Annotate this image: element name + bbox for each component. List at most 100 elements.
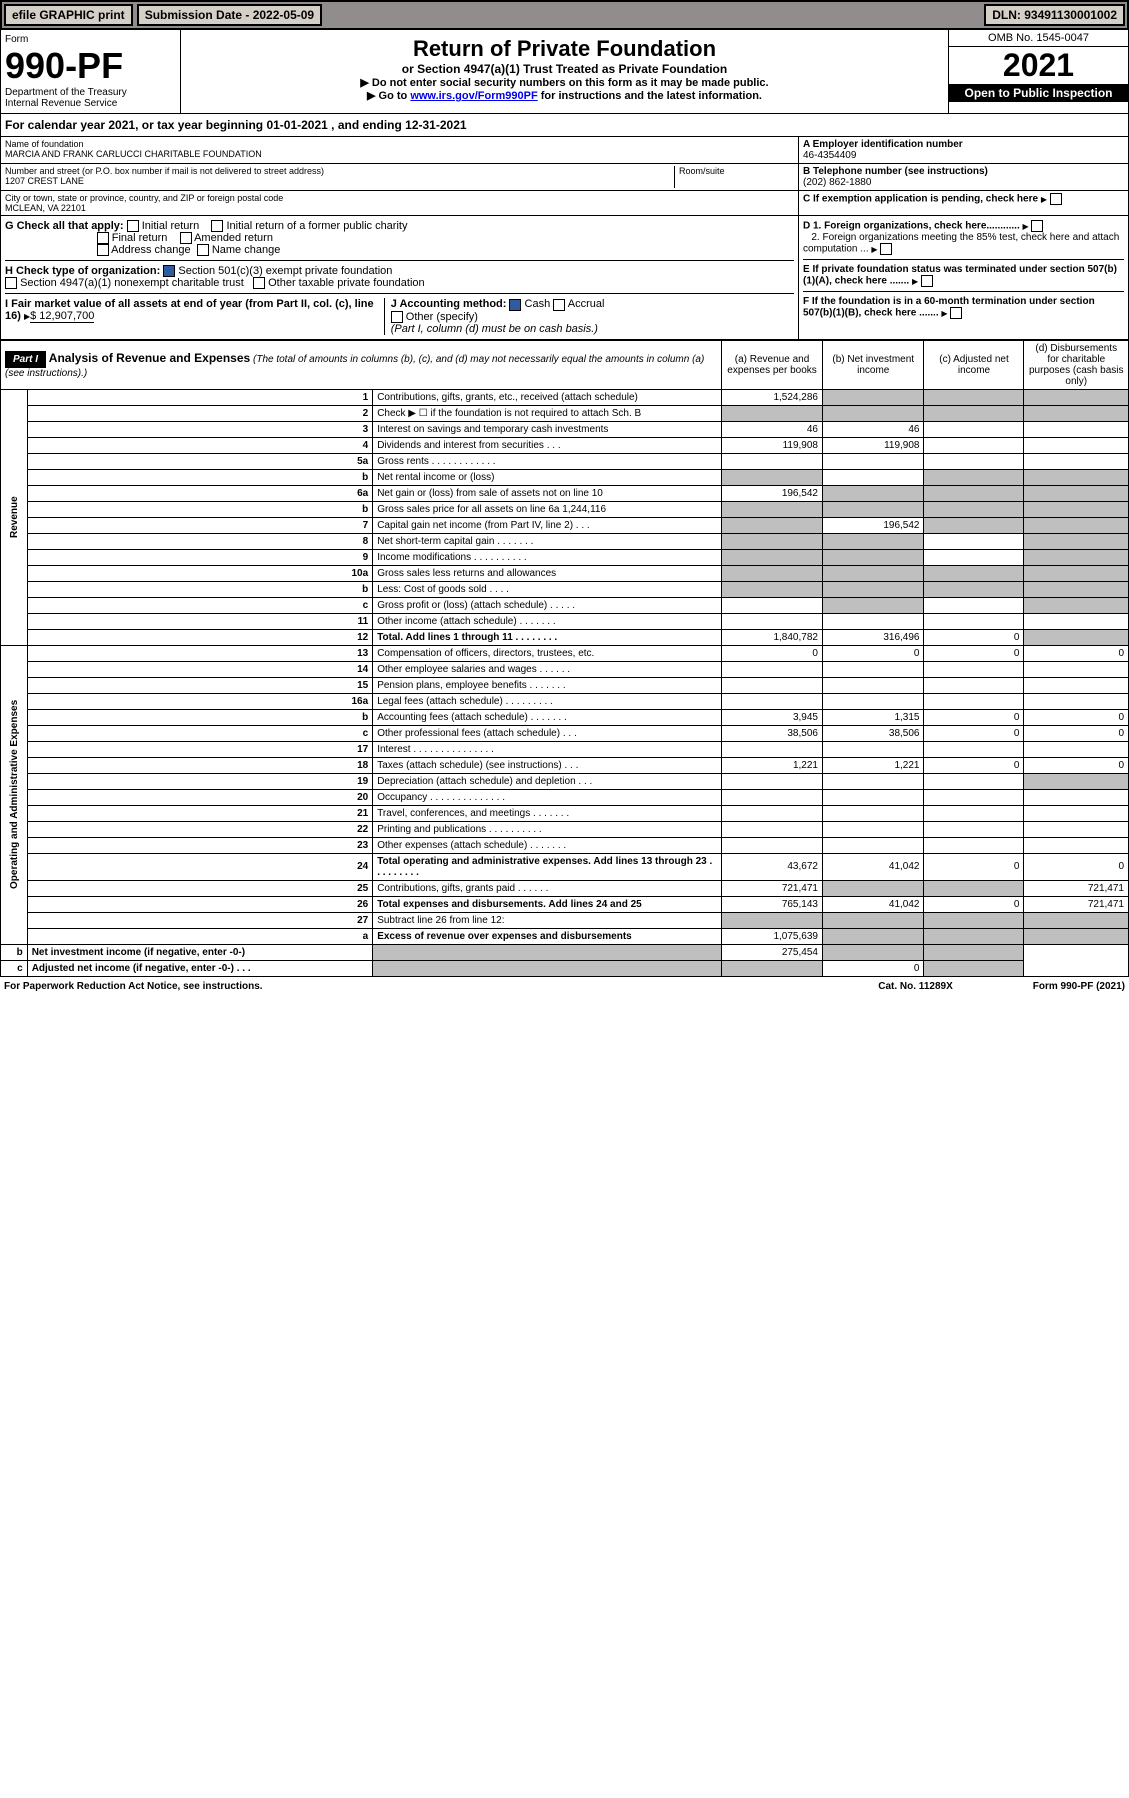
cell-value [924, 453, 1024, 469]
cell-value: 0 [1024, 757, 1129, 773]
line-number: 15 [27, 677, 372, 693]
other-method-checkbox[interactable] [391, 311, 403, 323]
line-number: b [27, 581, 372, 597]
line-description: Excess of revenue over expenses and disb… [373, 928, 722, 944]
irs-label: Internal Revenue Service [5, 98, 176, 109]
line-number: 13 [27, 645, 372, 661]
j-note: (Part I, column (d) must be on cash basi… [391, 323, 598, 335]
omb-number: OMB No. 1545-0047 [949, 30, 1128, 47]
line-number: 11 [27, 613, 372, 629]
form-label: Form [5, 34, 176, 45]
line-number: 19 [27, 773, 372, 789]
line-number: 16a [27, 693, 372, 709]
name-change-checkbox[interactable] [197, 244, 209, 256]
line-description: Total expenses and disbursements. Add li… [373, 896, 722, 912]
line-number: 7 [27, 517, 372, 533]
d2-checkbox[interactable] [880, 243, 892, 255]
line-number: 27 [27, 912, 372, 928]
cell-value [373, 960, 722, 976]
table-row: 14Other employee salaries and wages . . … [1, 661, 1129, 677]
table-row: bNet rental income or (loss) [1, 469, 1129, 485]
cell-value [822, 389, 924, 405]
cell-value: 3,945 [722, 709, 823, 725]
table-row: Revenue1Contributions, gifts, grants, et… [1, 389, 1129, 405]
table-row: 4Dividends and interest from securities … [1, 437, 1129, 453]
cell-value: 0 [924, 725, 1024, 741]
c-checkbox[interactable] [1050, 193, 1062, 205]
cell-value [822, 405, 924, 421]
line-description: Less: Cost of goods sold . . . . [373, 581, 722, 597]
table-row: 20Occupancy . . . . . . . . . . . . . . [1, 789, 1129, 805]
cell-value [1024, 837, 1129, 853]
accrual-checkbox[interactable] [553, 299, 565, 311]
table-row: cGross profit or (loss) (attach schedule… [1, 597, 1129, 613]
line-description: Pension plans, employee benefits . . . .… [373, 677, 722, 693]
line-number: 24 [27, 853, 372, 880]
cell-value [822, 549, 924, 565]
table-row: 10aGross sales less returns and allowanc… [1, 565, 1129, 581]
calendar-year-row: For calendar year 2021, or tax year begi… [0, 114, 1129, 137]
cell-value [722, 613, 823, 629]
foundation-name: MARCIA AND FRANK CARLUCCI CHARITABLE FOU… [5, 149, 794, 159]
note-ssn: ▶ Do not enter social security numbers o… [187, 76, 942, 89]
501c3-checkbox[interactable] [163, 265, 175, 277]
line-description: Net rental income or (loss) [373, 469, 722, 485]
efile-button[interactable]: efile GRAPHIC print [4, 4, 133, 26]
cell-value: 0 [1024, 725, 1129, 741]
line-number: 5a [27, 453, 372, 469]
table-row: 8Net short-term capital gain . . . . . .… [1, 533, 1129, 549]
ein-value: 46-4354409 [803, 150, 1124, 161]
instructions-link[interactable]: www.irs.gov/Form990PF [410, 90, 537, 102]
table-row: 11Other income (attach schedule) . . . .… [1, 613, 1129, 629]
cell-value [924, 944, 1024, 960]
table-row: 27Subtract line 26 from line 12: [1, 912, 1129, 928]
cell-value [924, 805, 1024, 821]
cell-value [924, 613, 1024, 629]
f-checkbox[interactable] [950, 307, 962, 319]
cell-value [373, 944, 722, 960]
cell-value [1024, 485, 1129, 501]
table-row: 16aLegal fees (attach schedule) . . . . … [1, 693, 1129, 709]
col-c-header: (c) Adjusted net income [924, 340, 1024, 389]
inspection-label: Open to Public Inspection [949, 84, 1128, 102]
cell-value [722, 693, 823, 709]
final-return-checkbox[interactable] [97, 232, 109, 244]
line-description: Net short-term capital gain . . . . . . … [373, 533, 722, 549]
cell-value [1024, 437, 1129, 453]
city-label: City or town, state or province, country… [5, 193, 794, 203]
line-description: Printing and publications . . . . . . . … [373, 821, 722, 837]
cell-value: 41,042 [822, 896, 924, 912]
form-header: Form 990-PF Department of the Treasury I… [0, 30, 1129, 114]
cash-checkbox[interactable] [509, 299, 521, 311]
cell-value [722, 581, 823, 597]
e-checkbox[interactable] [921, 275, 933, 287]
part1-title: Analysis of Revenue and Expenses [49, 351, 250, 365]
other-taxable-checkbox[interactable] [253, 277, 265, 289]
line-description: Gross rents . . . . . . . . . . . . [373, 453, 722, 469]
cell-value [924, 437, 1024, 453]
cell-value [924, 405, 1024, 421]
cell-value [1024, 912, 1129, 928]
cell-value [722, 565, 823, 581]
4947-checkbox[interactable] [5, 277, 17, 289]
h-row: H Check type of organization: Section 50… [5, 260, 794, 289]
d1-checkbox[interactable] [1031, 220, 1043, 232]
cell-value [1024, 453, 1129, 469]
line-number: 17 [27, 741, 372, 757]
cell-value [1024, 517, 1129, 533]
initial-public-checkbox[interactable] [211, 220, 223, 232]
cell-value [924, 581, 1024, 597]
cell-value: 0 [822, 645, 924, 661]
cell-value [822, 485, 924, 501]
cell-value [722, 805, 823, 821]
cell-value: 196,542 [822, 517, 924, 533]
phone-value: (202) 862-1880 [803, 177, 1124, 188]
line-description: Income modifications . . . . . . . . . . [373, 549, 722, 565]
cell-value: 119,908 [722, 437, 823, 453]
amended-return-checkbox[interactable] [180, 232, 192, 244]
initial-return-checkbox[interactable] [127, 220, 139, 232]
cell-value [1024, 629, 1129, 645]
cell-value: 316,496 [822, 629, 924, 645]
address-change-checkbox[interactable] [97, 244, 109, 256]
line-description: Taxes (attach schedule) (see instruction… [373, 757, 722, 773]
